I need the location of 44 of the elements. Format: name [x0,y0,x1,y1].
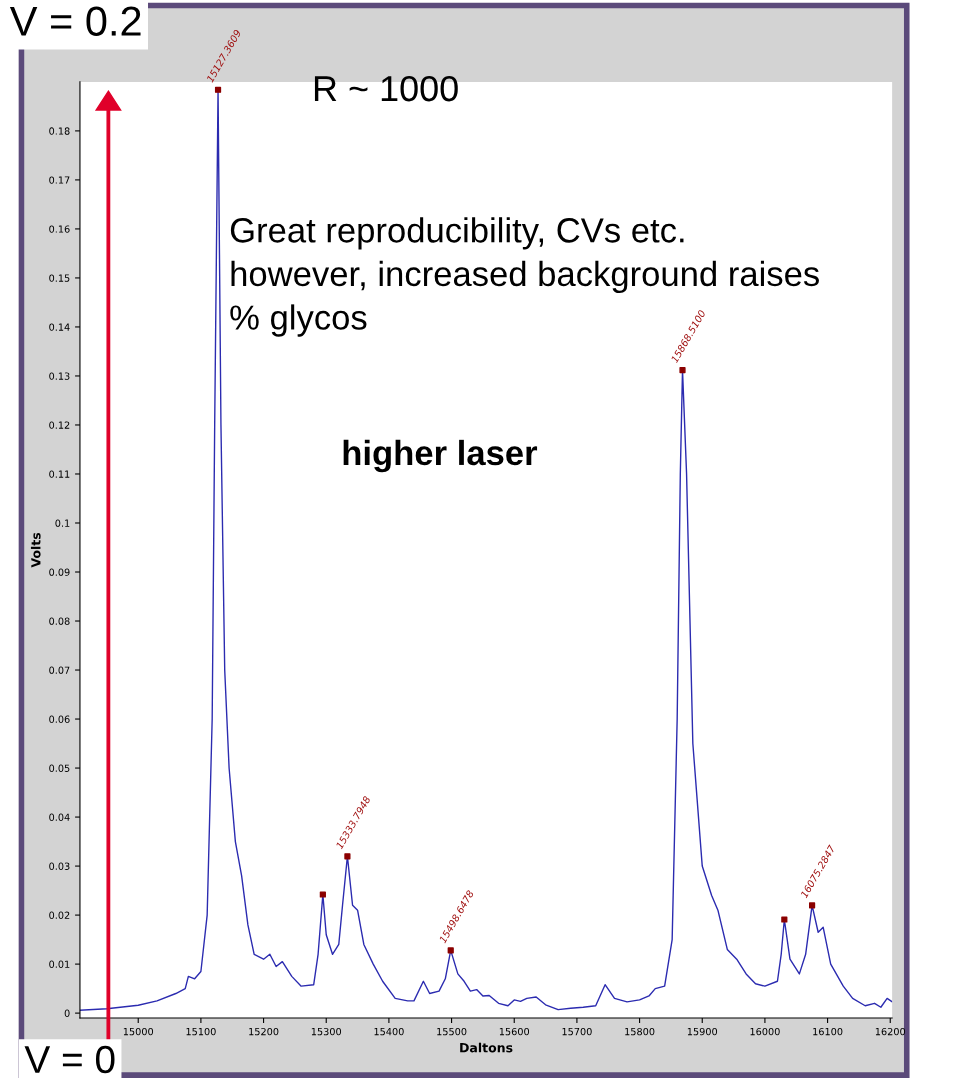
y-tick-label: 0.12 [49,421,70,429]
y-tick-label: 0.15 [49,274,70,282]
y-tick-label: 0.18 [49,127,70,135]
x-tick-label: 15300 [311,1027,342,1036]
y-tick-label: 0.04 [49,813,70,821]
y-tick-label: 0.1 [55,519,70,527]
point [319,891,326,898]
point [344,853,351,860]
x-tick-label: 16100 [813,1027,843,1036]
x-tick-label: 15000 [123,1027,154,1036]
point [781,916,788,923]
x-tick-label: 15600 [499,1027,530,1036]
y-axis-title: Volts [30,532,41,568]
y-tick-label: 0.11 [49,470,70,478]
y-tick-label: 0.13 [49,372,70,380]
y-tick-label: 0.05 [49,764,70,772]
y-tick-label: 0.09 [49,568,70,576]
y-tick-label: 0.16 [49,225,70,233]
y-tick-label: 0.02 [49,911,70,919]
x-tick-label: 15200 [249,1027,279,1036]
x-tick-label: 16000 [750,1027,780,1036]
annotation: R ~ 1000 [314,75,458,102]
y-tick-label: 0.17 [49,176,70,184]
x-tick-label: 15500 [437,1027,467,1036]
y-tick-label: 0.08 [49,617,70,625]
x-tick-label: 15100 [186,1027,216,1036]
y-tick-label: 0.14 [49,323,70,331]
y-tick-label: 0 [64,1009,70,1017]
point [214,86,222,93]
x-tick-label: 15700 [562,1027,592,1036]
x-tick-label: 15900 [687,1027,718,1036]
x-tick-label: 15800 [625,1027,655,1036]
annotation: higher laser [343,439,538,473]
y-tick-label: 0.07 [49,666,70,674]
x-axis-title: Daltons [460,1042,513,1053]
text: V = 0 [24,1045,115,1074]
x-tick-label: 15400 [374,1027,404,1036]
point [679,366,686,374]
y-tick-label: 0.03 [49,862,70,870]
point [447,947,454,954]
y-tick-label: 0.06 [49,715,70,723]
text: V = 0.2 [9,6,141,36]
point [808,902,816,909]
y-tick-label: 0.01 [49,960,70,968]
